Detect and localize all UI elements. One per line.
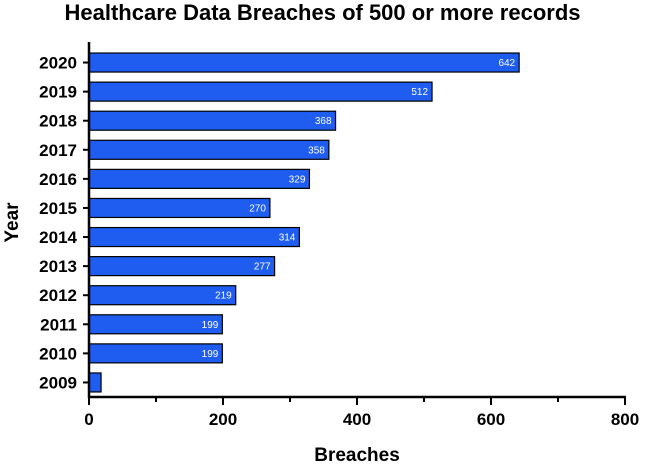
x-tick-label-800: 800 (611, 410, 639, 429)
y-tick-label-2012: 2012 (39, 286, 77, 305)
bar-label-2010: 199 (202, 349, 219, 360)
x-axis-title: Breaches (314, 445, 400, 464)
bar-2020 (88, 52, 520, 73)
bar-label-2020: 642 (498, 58, 515, 69)
y-tick-label-2018: 2018 (39, 112, 77, 131)
bar-label-2013: 277 (254, 262, 271, 273)
bar-label-2016: 329 (289, 174, 306, 185)
bar-2012 (88, 285, 237, 306)
y-tick-label-2014: 2014 (39, 228, 77, 247)
y-tick-label-2011: 2011 (40, 315, 77, 334)
y-tick-label-2009: 2009 (39, 373, 77, 392)
bar-label-2017: 358 (308, 145, 325, 156)
bar-label-2019: 512 (411, 87, 428, 98)
y-tick-label-2013: 2013 (39, 257, 77, 276)
bar-2015 (88, 197, 271, 219)
y-tick-label-2020: 2020 (39, 54, 77, 73)
bar-2018 (88, 110, 337, 131)
bar-2014 (88, 226, 300, 248)
bar-2009 (88, 372, 102, 393)
chart-title: Healthcare Data Breaches of 500 or more … (64, 0, 581, 25)
y-tick-label-2017: 2017 (39, 141, 77, 160)
bar-2019 (88, 81, 433, 102)
y-tick-label-2015: 2015 (39, 199, 77, 218)
x-tick-label-400: 400 (343, 410, 371, 429)
bar-label-2018: 368 (315, 116, 332, 127)
x-tick-label-0: 0 (84, 410, 93, 429)
y-axis-title: Year (2, 202, 23, 243)
bar-2016 (88, 168, 311, 189)
y-tick-label-2010: 2010 (39, 344, 77, 363)
bar-label-2011: 199 (202, 320, 219, 331)
bar-label-2012: 219 (215, 291, 232, 302)
x-tick-label-600: 600 (477, 410, 505, 429)
y-tick-label-2016: 2016 (39, 170, 77, 189)
bar-2017 (88, 139, 330, 160)
bar-label-2014: 314 (279, 233, 296, 244)
bar-label-2015: 270 (249, 203, 266, 214)
bar-2013 (88, 256, 276, 277)
x-tick-label-200: 200 (209, 410, 237, 429)
y-tick-label-2019: 2019 (39, 83, 77, 102)
